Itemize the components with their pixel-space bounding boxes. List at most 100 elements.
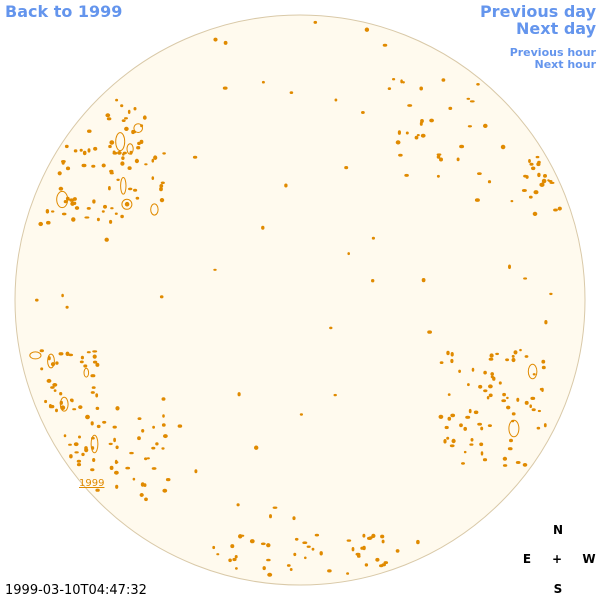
previous-day-link[interactable]: Previous day [480, 2, 597, 21]
contour [511, 354, 515, 358]
contour [511, 412, 516, 416]
contour [361, 111, 365, 114]
contour [112, 151, 118, 155]
contour [72, 408, 77, 411]
contour [143, 483, 147, 488]
contour [502, 392, 507, 397]
compass-east: E [523, 552, 531, 566]
contour [450, 413, 456, 418]
contour [160, 181, 165, 185]
contour [289, 91, 294, 94]
contour [447, 393, 451, 396]
contour [78, 405, 83, 410]
contour [114, 212, 118, 215]
contour [216, 553, 220, 556]
contour [137, 417, 142, 421]
contour [124, 201, 130, 207]
contour [63, 200, 68, 204]
contour [109, 219, 113, 224]
contour [480, 426, 484, 431]
contour [404, 173, 409, 177]
contour [159, 295, 164, 299]
contour [506, 405, 511, 410]
contour [108, 144, 112, 149]
contour [61, 160, 65, 165]
contour [483, 370, 487, 375]
contour [443, 439, 447, 444]
contour [48, 404, 52, 409]
contour [508, 419, 520, 438]
contour [523, 277, 528, 280]
contour [177, 424, 183, 428]
contour [284, 183, 288, 188]
contour [39, 349, 44, 353]
contour [45, 209, 50, 214]
contour [502, 456, 508, 461]
contour [51, 210, 55, 213]
contour [272, 506, 278, 509]
contour [109, 140, 115, 145]
contour [448, 106, 453, 111]
contour [90, 374, 96, 378]
contour [529, 162, 534, 166]
contours [29, 20, 562, 577]
previous-hour-link[interactable]: Previous hour [510, 46, 597, 59]
contour [364, 563, 369, 567]
contour [115, 98, 119, 102]
contour [161, 447, 165, 450]
contour [549, 292, 553, 296]
contour [151, 467, 157, 470]
contour [106, 117, 112, 121]
contour [46, 378, 52, 383]
contour [194, 469, 198, 474]
contour [380, 534, 385, 539]
contour [87, 148, 91, 153]
contour [55, 361, 59, 365]
contour [73, 149, 78, 153]
contour [371, 533, 376, 539]
contour [121, 156, 125, 161]
contour [557, 206, 562, 211]
contour [92, 199, 96, 204]
contour [293, 552, 297, 557]
contour [65, 351, 70, 356]
contour [228, 558, 232, 563]
contour [116, 178, 120, 182]
contour [120, 104, 124, 108]
contour [87, 129, 92, 133]
contour [151, 158, 155, 163]
contour [381, 539, 385, 544]
next-hour-link[interactable]: Next hour [535, 58, 597, 71]
contour [90, 434, 99, 454]
contour [52, 383, 58, 387]
contour [382, 43, 388, 47]
contour [117, 151, 122, 155]
compass-west: W [582, 552, 595, 566]
contour [40, 367, 44, 371]
contour [458, 369, 462, 373]
contour [544, 320, 548, 325]
contour [222, 86, 228, 90]
contour [59, 392, 63, 396]
contour [70, 398, 74, 403]
contour [236, 503, 240, 507]
contour [58, 352, 64, 356]
contour [436, 174, 440, 178]
contour [159, 187, 163, 192]
next-day-link[interactable]: Next day [516, 19, 597, 38]
contour [72, 197, 77, 201]
contour [50, 386, 55, 389]
year-marker[interactable]: 1999 [79, 478, 104, 489]
contour [421, 278, 426, 283]
contour [537, 172, 541, 178]
contour [96, 424, 101, 429]
contour [302, 541, 308, 545]
contour [473, 410, 479, 415]
contour [127, 166, 132, 171]
back-year-link[interactable]: Back to 1999 [5, 2, 122, 21]
contour [261, 80, 265, 84]
contour [103, 204, 107, 209]
contour [232, 557, 237, 562]
contour [327, 569, 332, 573]
